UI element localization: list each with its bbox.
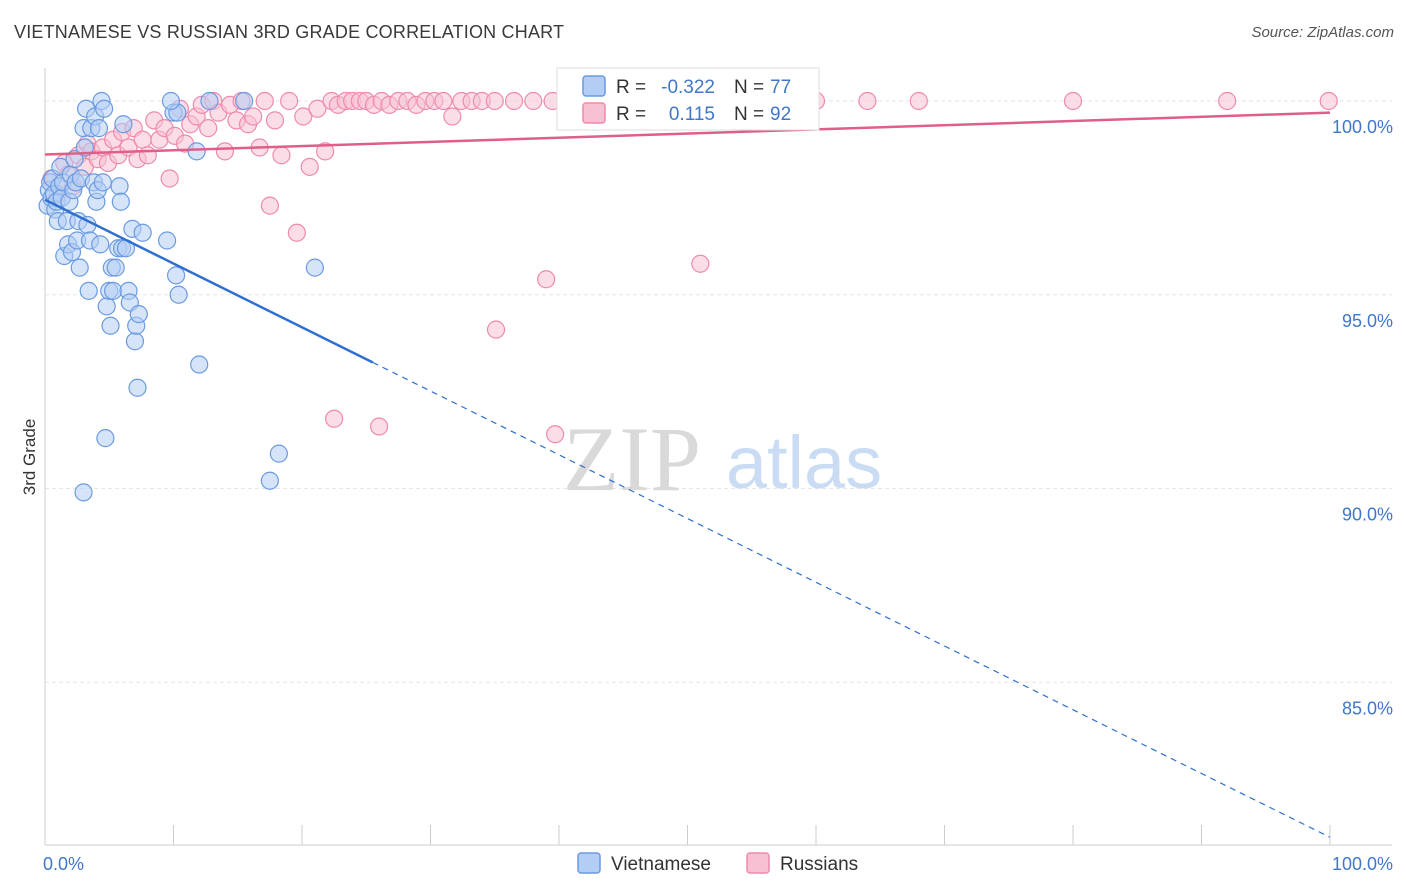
russians-point (287, 223, 306, 242)
series-legend-swatch-vietnamese (577, 852, 601, 874)
russians-point (370, 417, 389, 436)
legend-swatch-vietnamese (582, 75, 606, 97)
watermark: ZIP atlas (563, 408, 882, 510)
trend-lines (44, 111, 1331, 838)
vietnamese-point (128, 378, 147, 397)
y-axis-title: 3rd Grade (20, 419, 39, 496)
russians-point (434, 91, 453, 111)
vietnamese-point (93, 173, 112, 192)
russians-point (504, 91, 524, 111)
vietnamese-point (166, 266, 186, 285)
russians-point (316, 142, 335, 161)
series-legend-swatch-russians (746, 852, 770, 874)
legend-r-value-1: -0.322 (661, 77, 715, 98)
vietnamese-trend-line (44, 198, 374, 364)
vietnamese-point (125, 332, 145, 351)
vietnamese-point (89, 119, 109, 138)
russians-point (486, 320, 506, 339)
vietnamese-point (269, 444, 288, 463)
russians-point (308, 99, 327, 118)
russians-point (537, 270, 556, 289)
y-tick-label: 100.0% (1332, 117, 1393, 137)
legend-r-label-1: R = (616, 77, 646, 98)
russians-point (133, 130, 152, 149)
vietnamese-point (95, 99, 114, 118)
vietnamese-point (133, 223, 152, 242)
y-tick-label: 95.0% (1342, 311, 1393, 331)
series-legend-label-vietnamese: Vietnamese (611, 854, 711, 875)
russians-point (1218, 91, 1237, 111)
legend-r-label-2: R = (616, 104, 646, 125)
legend-swatch-russians (582, 102, 606, 124)
series-legend: Vietnamese Russians (577, 852, 858, 875)
russians-point (1319, 91, 1338, 111)
russians-point (524, 91, 543, 111)
russians-trend-line (44, 111, 1331, 156)
russians-point (199, 119, 218, 138)
chart-title: VIETNAMESE VS RUSSIAN 3RD GRADE CORRELAT… (14, 22, 565, 42)
x-tick-label-max: 100.0% (1332, 854, 1393, 874)
russians-point (260, 196, 279, 215)
vietnamese-point (187, 142, 206, 161)
vietnamese-point (101, 316, 120, 335)
grid-lines (45, 100, 1392, 683)
axes: 85.0% 90.0% 95.0% 100.0% 0.0% 100.0% 3rd Grade (20, 68, 1393, 874)
legend-r-value-2: 0.115 (669, 104, 715, 125)
watermark-zip: ZIP (563, 408, 701, 510)
russians-point (138, 146, 157, 165)
russians-point (215, 142, 234, 161)
correlation-legend: R = -0.322 N = 77 R = 0.115 N = 92 (556, 67, 820, 131)
russians-point (325, 409, 344, 428)
vietnamese-point (75, 138, 94, 157)
vietnamese-point (91, 235, 110, 254)
legend-n-label-1: N = (734, 77, 764, 98)
russians-point (294, 107, 313, 126)
vietnamese-point (114, 115, 133, 134)
vietnamese-trend-line-extension (372, 361, 1331, 838)
russians-point (300, 157, 319, 176)
russians-point (255, 91, 274, 111)
vietnamese-point (157, 231, 177, 250)
vietnamese-point (74, 483, 93, 502)
vietnamese-point (110, 177, 129, 196)
vietnamese-point (111, 192, 130, 211)
russians-point (485, 91, 504, 111)
chart-source: Source: ZipAtlas.com (1251, 24, 1394, 41)
vietnamese-point (161, 91, 181, 111)
vietnamese-point (79, 281, 98, 300)
vietnamese-point (200, 91, 219, 111)
russians-point (858, 91, 877, 111)
vietnamese-point (190, 355, 209, 374)
vietnamese-point (260, 471, 279, 490)
y-tick-label: 90.0% (1342, 505, 1393, 525)
russians-point (443, 107, 462, 126)
russians-point (280, 91, 299, 111)
russians-point (160, 169, 179, 188)
watermark-atlas: atlas (726, 421, 882, 504)
legend-n-value-2: 92 (770, 104, 791, 125)
russians-point (1063, 91, 1083, 111)
russians-point (244, 107, 263, 126)
vietnamese-point (235, 91, 254, 111)
vietnamese-point (129, 305, 148, 324)
vietnamese-point (70, 258, 89, 277)
russians-point (909, 91, 928, 111)
y-tick-label: 85.0% (1342, 698, 1393, 718)
legend-n-label-2: N = (734, 104, 764, 125)
vietnamese-point (305, 258, 324, 277)
vietnamese-point (96, 429, 115, 448)
legend-n-value-1: 77 (770, 77, 791, 98)
russians-point (265, 111, 285, 130)
vietnamese-point (97, 297, 116, 316)
vietnamese-point (169, 285, 188, 304)
x-tick-label-min: 0.0% (43, 854, 84, 874)
vietnamese-point (104, 281, 123, 300)
russians-point (546, 425, 565, 444)
vietnamese-point (106, 258, 125, 277)
series-legend-label-russians: Russians (780, 854, 858, 875)
russians-point (272, 146, 291, 165)
russians-point (691, 254, 710, 273)
